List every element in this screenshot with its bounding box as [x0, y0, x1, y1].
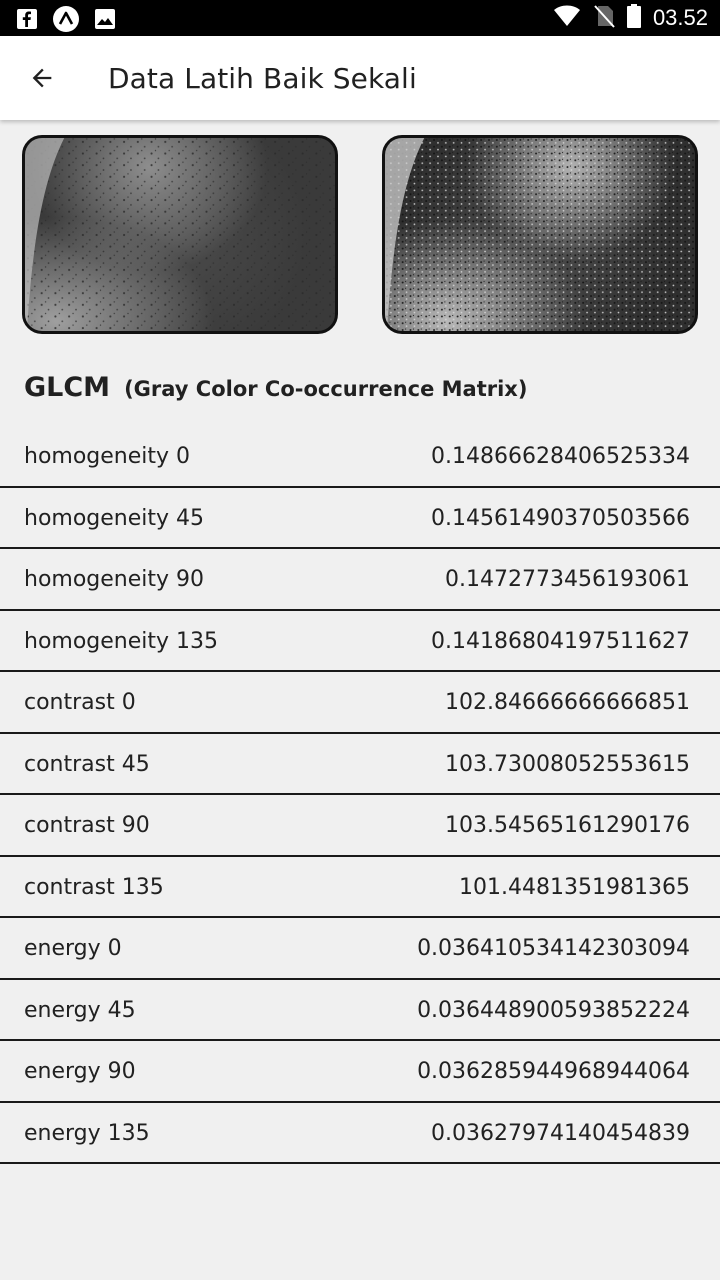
image-icon — [94, 8, 116, 35]
feature-value: 0.036410534142303094 — [417, 936, 690, 961]
list-item: contrast 90 103.54565161290176 — [0, 795, 720, 857]
status-time: 03.52 — [652, 5, 708, 30]
feature-label: energy 0 — [24, 936, 122, 961]
list-item: energy 135 0.03627974140454839 — [0, 1103, 720, 1164]
feature-label: energy 45 — [24, 997, 136, 1023]
list-item: energy 45 0.036448900593852224 — [0, 980, 720, 1041]
list-item: contrast 135 101.4481351981365 — [0, 857, 720, 918]
list-item: homogeneity 45 0.14561490370503566 — [0, 488, 720, 549]
battery-icon — [626, 3, 641, 33]
feature-value: 101.4481351981365 — [459, 874, 690, 900]
feature-label: contrast 90 — [24, 813, 150, 838]
no-sim-icon — [593, 4, 615, 33]
section-title: GLCM — [24, 372, 111, 403]
feature-value: 0.036448900593852224 — [417, 997, 690, 1023]
feature-label: homogeneity 90 — [24, 567, 205, 592]
list-item: homogeneity 90 0.1472773456193061 — [0, 549, 720, 611]
feature-label: energy 135 — [24, 1120, 150, 1146]
feature-value: 102.84666666666851 — [445, 690, 690, 715]
wifi-icon — [553, 5, 581, 32]
back-button[interactable] — [18, 54, 66, 102]
feature-label: contrast 45 — [24, 751, 150, 777]
glcm-header: GLCM (Gray Color Co-occurrence Matrix) — [24, 372, 527, 403]
list-item: homogeneity 135 0.14186804197511627 — [0, 611, 720, 672]
list-item: contrast 0 102.84666666666851 — [0, 672, 720, 734]
feature-label: contrast 0 — [24, 690, 136, 715]
section-subtitle: (Gray Color Co-occurrence Matrix) — [124, 377, 528, 401]
feature-list: homogeneity 0 0.14866628406525334 homogen… — [0, 426, 720, 1164]
feature-label: homogeneity 135 — [24, 628, 219, 654]
list-item: homogeneity 0 0.14866628406525334 — [0, 426, 720, 488]
status-bar: 03.52 — [0, 0, 720, 36]
feature-value: 0.14186804197511627 — [431, 628, 690, 654]
status-right-icons: 03.52 — [553, 0, 708, 36]
feature-value: 0.14561490370503566 — [431, 505, 690, 531]
feature-label: contrast 135 — [24, 874, 164, 900]
page-title: Data Latih Baik Sekali — [108, 62, 417, 95]
feature-label: homogeneity 45 — [24, 505, 205, 531]
feature-value: 0.036285944968944064 — [417, 1059, 690, 1084]
list-item: contrast 45 103.73008052553615 — [0, 734, 720, 795]
original-image — [22, 135, 338, 334]
feature-label: energy 90 — [24, 1059, 136, 1084]
app-bar: Data Latih Baik Sekali — [0, 36, 720, 120]
list-item: energy 0 0.036410534142303094 — [0, 918, 720, 980]
feature-value: 0.14866628406525334 — [431, 444, 690, 469]
app-icon — [52, 5, 80, 38]
arrow-left-icon — [32, 68, 52, 88]
feature-label: homogeneity 0 — [24, 444, 191, 469]
facebook-icon — [16, 8, 38, 35]
feature-value: 0.1472773456193061 — [445, 567, 690, 592]
list-item: energy 90 0.036285944968944064 — [0, 1041, 720, 1103]
processed-image — [382, 135, 698, 334]
feature-value: 103.54565161290176 — [445, 813, 690, 838]
feature-value: 103.73008052553615 — [445, 751, 690, 777]
feature-value: 0.03627974140454839 — [431, 1120, 690, 1146]
status-left-icons — [16, 5, 116, 38]
